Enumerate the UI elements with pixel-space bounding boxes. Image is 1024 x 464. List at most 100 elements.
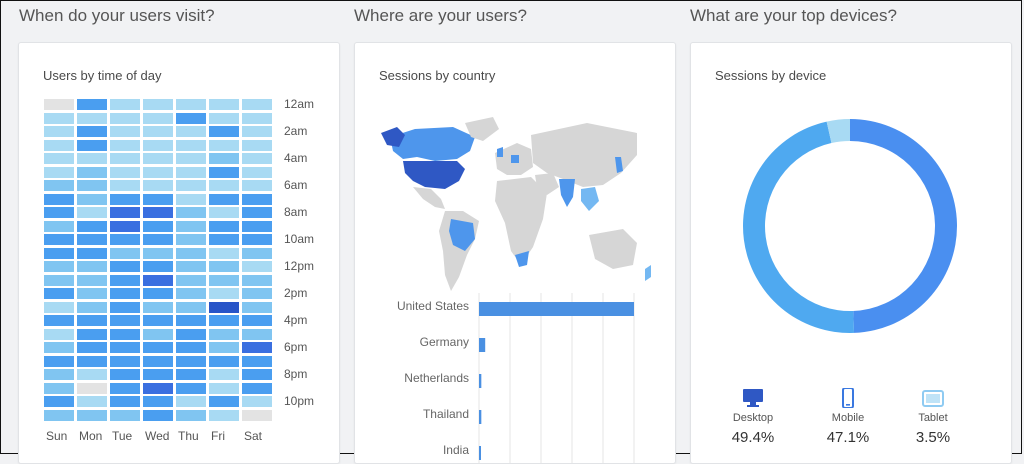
heatmap-cell[interactable] [77,409,107,421]
heatmap-cell[interactable] [143,234,173,245]
heatmap-cell[interactable] [209,166,239,178]
heatmap-cell[interactable] [176,207,206,218]
heatmap-cell[interactable] [176,261,206,272]
heatmap-cell[interactable] [110,99,140,110]
heatmap-cell[interactable] [143,328,173,340]
heatmap-cell[interactable] [143,193,173,205]
heatmap-cell[interactable] [44,126,74,137]
heatmap-cell[interactable] [143,112,173,124]
heatmap-cell[interactable] [242,261,272,272]
heatmap-cell[interactable] [176,234,206,245]
heatmap-cell[interactable] [44,247,74,259]
heatmap-cell[interactable] [242,153,272,164]
heatmap-cell[interactable] [110,261,140,272]
heatmap-cell[interactable] [110,153,140,164]
heatmap-cell[interactable] [77,301,107,313]
heatmap-cell[interactable] [44,166,74,178]
heatmap-cell[interactable] [110,328,140,340]
heatmap-cell[interactable] [44,99,74,110]
heatmap-cell[interactable] [110,396,140,407]
heatmap-cell[interactable] [143,139,173,151]
heatmap-cell[interactable] [110,247,140,259]
heatmap-cell[interactable] [77,396,107,407]
heatmap-cell[interactable] [176,220,206,232]
heatmap-cell[interactable] [44,153,74,164]
heatmap-cell[interactable] [143,99,173,110]
heatmap-cell[interactable] [143,288,173,299]
heatmap-cell[interactable] [44,301,74,313]
heatmap-cell[interactable] [176,180,206,191]
heatmap-cell[interactable] [242,112,272,124]
heatmap-cell[interactable] [176,139,206,151]
heatmap-cell[interactable] [44,396,74,407]
heatmap-cell[interactable] [176,166,206,178]
legend-desktop[interactable]: Desktop 49.4% [723,388,783,446]
heatmap-cell[interactable] [77,139,107,151]
heatmap-cell[interactable] [143,369,173,380]
heatmap-cell[interactable] [209,153,239,164]
heatmap-cell[interactable] [242,274,272,286]
heatmap-cell[interactable] [209,193,239,205]
heatmap-cell[interactable] [176,409,206,421]
heatmap-cell[interactable] [143,301,173,313]
heatmap-cell[interactable] [77,355,107,367]
heatmap-cell[interactable] [77,99,107,110]
heatmap-cell[interactable] [44,328,74,340]
heatmap-cell[interactable] [110,342,140,353]
heatmap-cell[interactable] [77,261,107,272]
heatmap-cell[interactable] [209,355,239,367]
heatmap-cell[interactable] [44,315,74,326]
heatmap-cell[interactable] [209,301,239,313]
heatmap-cell[interactable] [176,342,206,353]
heatmap-cell[interactable] [176,153,206,164]
heatmap-cell[interactable] [176,126,206,137]
heatmap-cell[interactable] [77,369,107,380]
heatmap-cell[interactable] [242,247,272,259]
heatmap-cell[interactable] [110,301,140,313]
heatmap-cell[interactable] [242,328,272,340]
heatmap-cell[interactable] [143,180,173,191]
heatmap-cell[interactable] [242,193,272,205]
heatmap-cell[interactable] [143,409,173,421]
heatmap-cell[interactable] [77,315,107,326]
heatmap-cell[interactable] [77,274,107,286]
heatmap-cell[interactable] [143,153,173,164]
heatmap-cell[interactable] [110,166,140,178]
legend-tablet[interactable]: Tablet 3.5% [903,388,963,446]
heatmap-cell[interactable] [44,274,74,286]
heatmap-cell[interactable] [242,99,272,110]
heatmap-cell[interactable] [44,234,74,245]
heatmap-cell[interactable] [209,315,239,326]
world-map[interactable] [375,115,655,315]
heatmap-cell[interactable] [44,382,74,394]
heatmap-cell[interactable] [110,126,140,137]
heatmap-cell[interactable] [143,396,173,407]
heatmap-cell[interactable] [242,288,272,299]
heatmap-cell[interactable] [110,112,140,124]
heatmap-cell[interactable] [143,126,173,137]
heatmap-cell[interactable] [77,112,107,124]
heatmap-cell[interactable] [110,220,140,232]
heatmap-cell[interactable] [209,342,239,353]
device-donut-chart[interactable] [741,117,959,335]
heatmap-cell[interactable] [143,274,173,286]
heatmap-cell[interactable] [209,99,239,110]
legend-mobile[interactable]: Mobile 47.1% [818,388,878,446]
heatmap-cell[interactable] [176,274,206,286]
heatmap-cell[interactable] [110,355,140,367]
heatmap-cell[interactable] [77,342,107,353]
heatmap-cell[interactable] [110,207,140,218]
heatmap-cell[interactable] [110,288,140,299]
heatmap-cell[interactable] [44,409,74,421]
heatmap-cell[interactable] [77,288,107,299]
heatmap-cell[interactable] [110,315,140,326]
heatmap-cell[interactable] [44,180,74,191]
heatmap-cell[interactable] [176,369,206,380]
heatmap-cell[interactable] [242,126,272,137]
heatmap-cell[interactable] [77,382,107,394]
heatmap-cell[interactable] [110,180,140,191]
heatmap-cell[interactable] [176,193,206,205]
heatmap-cell[interactable] [242,180,272,191]
heatmap-cell[interactable] [209,328,239,340]
heatmap-cell[interactable] [44,139,74,151]
